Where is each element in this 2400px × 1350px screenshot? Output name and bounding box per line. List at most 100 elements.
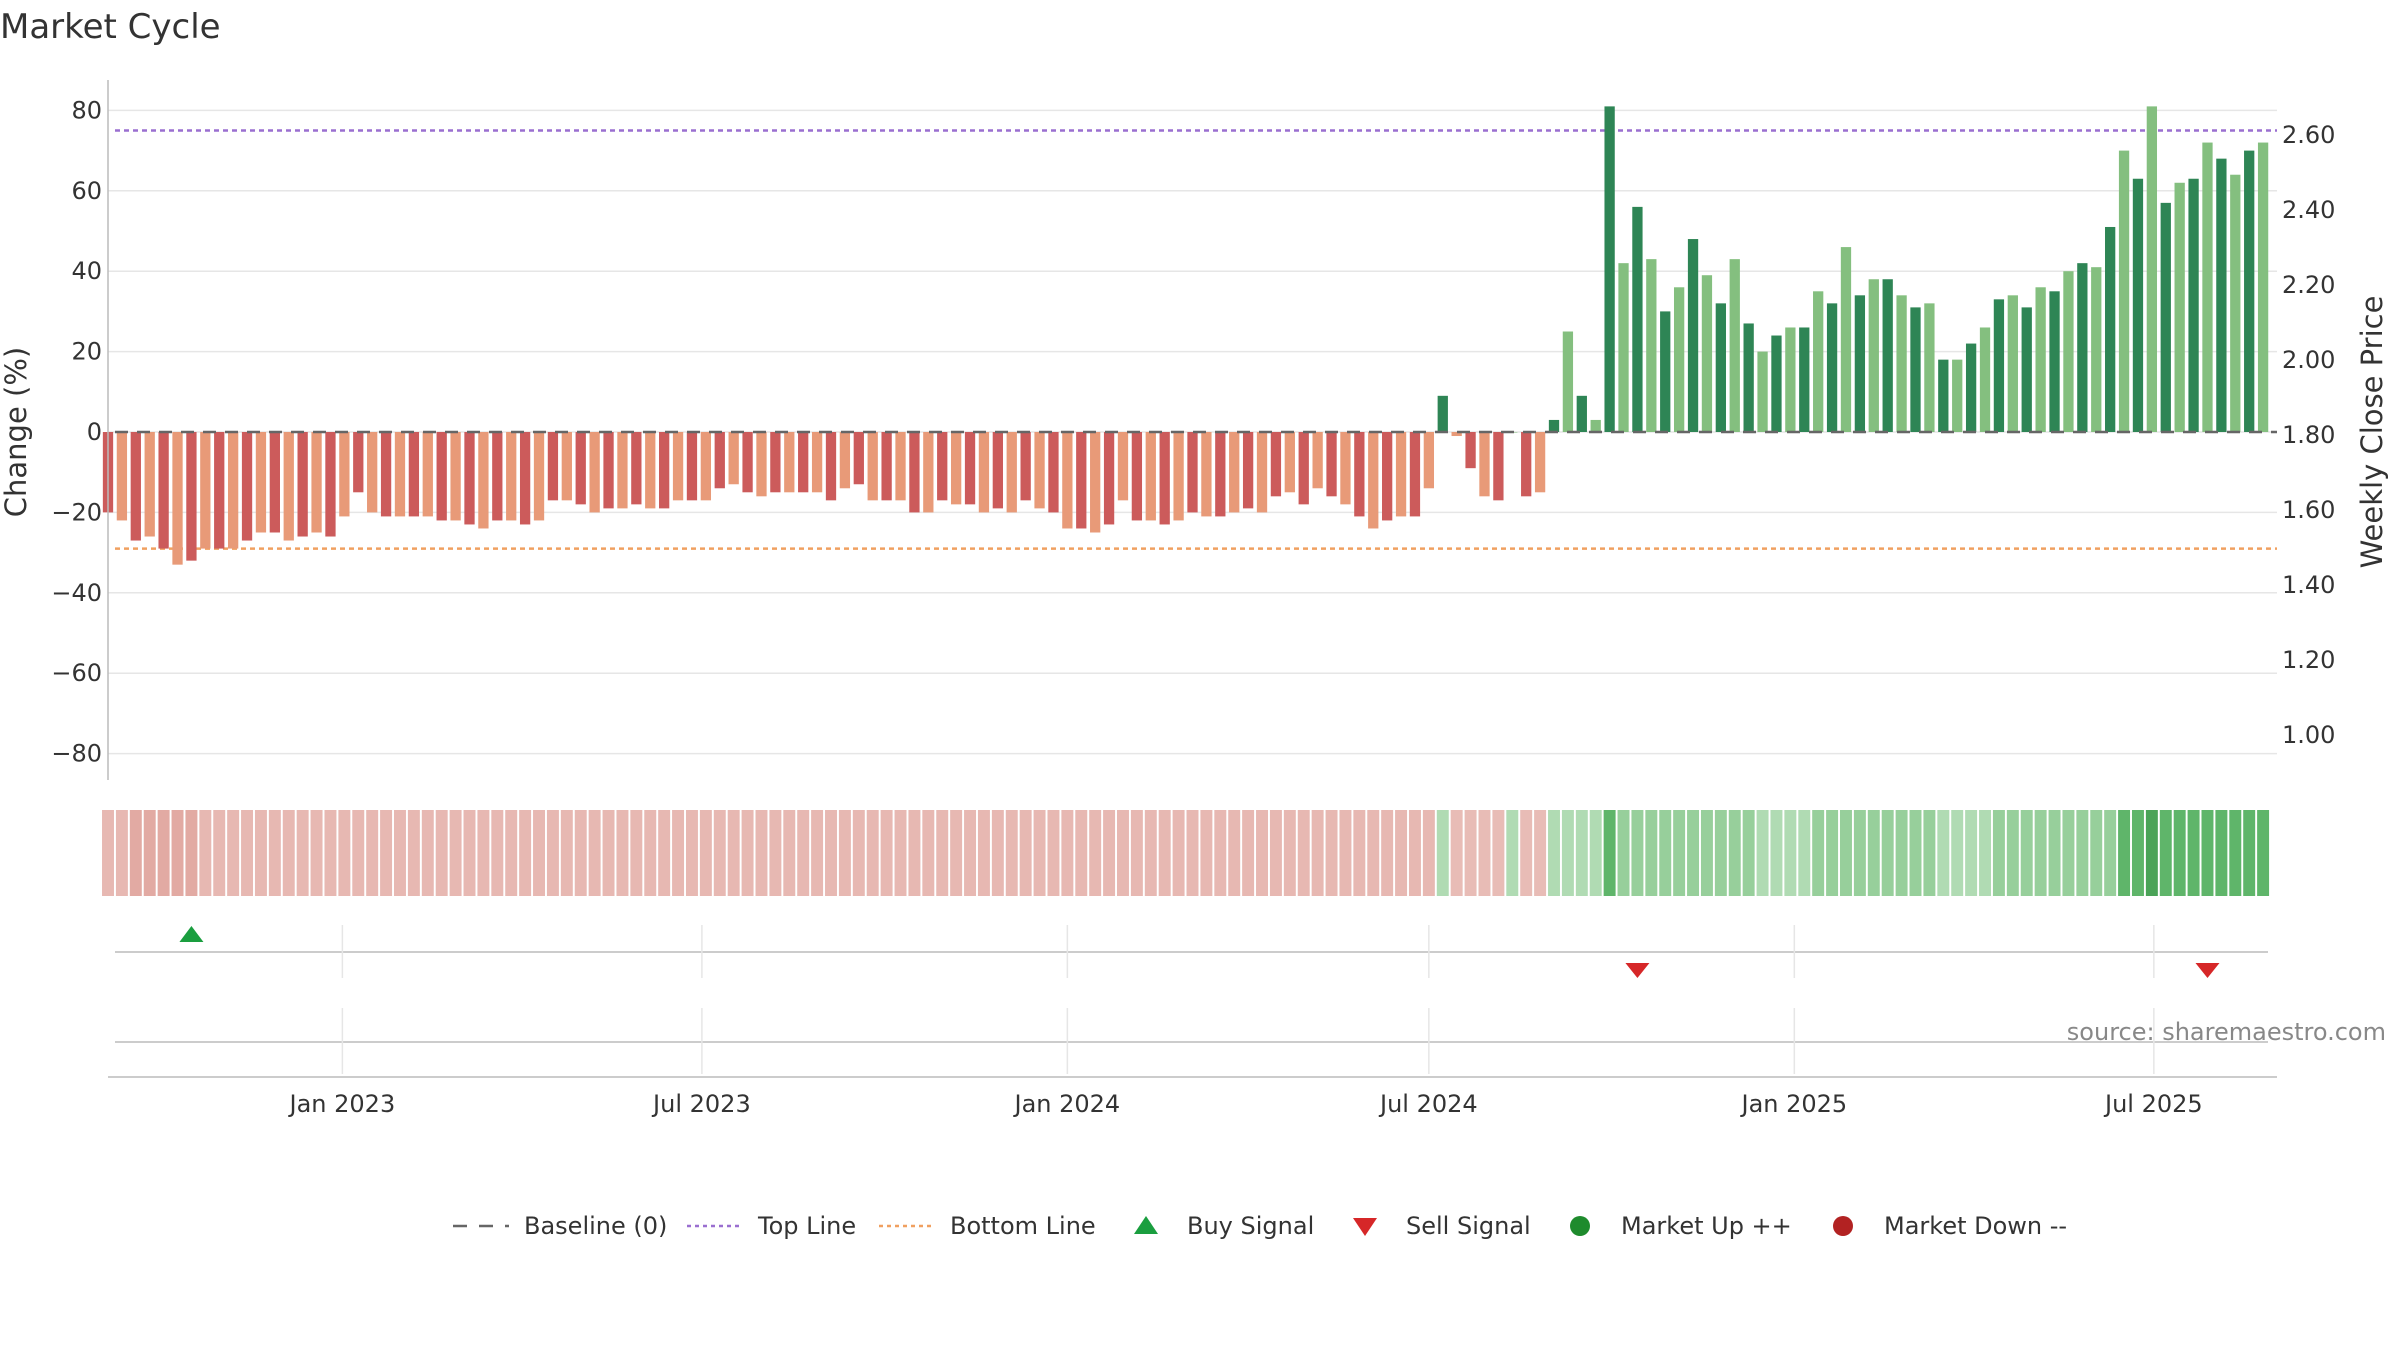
- shade-cell: [1186, 810, 1199, 896]
- change-bar: [1632, 206, 1643, 432]
- shade-cell: [491, 810, 504, 896]
- shade-cell: [588, 810, 601, 896]
- change-bar: [422, 432, 433, 517]
- change-bar: [1062, 432, 1073, 529]
- change-bar: [1187, 432, 1198, 513]
- cycle-shading-strip: [102, 810, 2270, 896]
- change-bar: [1854, 295, 1866, 432]
- shade-cell: [1089, 810, 1102, 896]
- shade-cell: [199, 810, 212, 896]
- change-bar: [1006, 432, 1017, 513]
- shade-cell: [630, 810, 643, 896]
- shade-cell: [1895, 810, 1908, 896]
- left-tick-label: 60: [71, 177, 102, 205]
- shade-cell: [1242, 810, 1255, 896]
- change-bar: [2160, 202, 2171, 432]
- shade-cell: [143, 810, 156, 896]
- shade-cell: [1019, 810, 1032, 896]
- change-bar: [1868, 279, 1879, 432]
- right-axis-label: Weekly Close Price: [2355, 296, 2389, 569]
- shade-cell: [1367, 810, 1380, 896]
- shade-cell: [894, 810, 907, 896]
- change-bar: [158, 432, 169, 549]
- change-bar: [1437, 395, 1448, 432]
- change-bar: [311, 432, 322, 533]
- left-tick-label: 40: [71, 257, 102, 285]
- change-bar: [1298, 432, 1309, 505]
- change-bar: [770, 432, 781, 493]
- change-bar: [1673, 287, 1685, 432]
- legend-label: Baseline (0): [524, 1212, 667, 1240]
- shade-cell: [1144, 810, 1157, 896]
- shade-cell: [1534, 810, 1547, 896]
- legend-label: Market Down --: [1884, 1212, 2067, 1240]
- change-bar: [853, 432, 864, 485]
- x-axis-ticks: Jan 2023 Jul 2023 Jan 2024 Jul 2024 Jan 2025…: [288, 925, 2203, 1118]
- shade-cell: [2020, 810, 2033, 896]
- change-bar: [686, 432, 698, 501]
- shade-cell: [1561, 810, 1574, 896]
- shade-cell: [1673, 810, 1686, 896]
- shade-cell: [407, 810, 420, 896]
- change-bar: [2132, 178, 2144, 432]
- right-tick-label: 2.40: [2282, 196, 2335, 224]
- change-bar: [672, 432, 684, 501]
- shade-cell: [380, 810, 393, 896]
- change-bar: [478, 432, 489, 529]
- change-bar: [2146, 106, 2158, 432]
- buy-signal-marker: [179, 926, 204, 942]
- change-bar: [2174, 182, 2185, 432]
- change-bar: [1896, 295, 1907, 432]
- shade-cell: [1033, 810, 1046, 896]
- shade-cell: [1548, 810, 1560, 896]
- shade-cell: [1408, 810, 1421, 896]
- shade-cell: [1158, 810, 1171, 896]
- change-bar: [533, 432, 545, 521]
- shade-cell: [1311, 810, 1324, 896]
- change-bar: [492, 432, 503, 521]
- change-bar: [978, 432, 990, 513]
- change-bar: [1131, 432, 1143, 521]
- shade-cell: [2243, 810, 2256, 896]
- legend-marker: [1833, 1216, 1853, 1236]
- change-bar: [1826, 303, 1838, 432]
- change-bar: [1159, 432, 1170, 525]
- shade-cell: [825, 810, 837, 896]
- change-bar: [645, 432, 656, 509]
- shade-cell: [797, 810, 810, 896]
- shade-cell: [366, 810, 379, 896]
- change-bar: [1938, 359, 1949, 432]
- change-bar: [1340, 432, 1351, 505]
- change-bar: [1173, 432, 1184, 521]
- left-tick-label: −60: [51, 659, 102, 687]
- change-bar: [1743, 323, 1754, 432]
- shade-cell: [1853, 810, 1866, 896]
- shade-cell: [755, 810, 768, 896]
- change-bar: [1882, 279, 1893, 432]
- shade-cell: [129, 810, 142, 896]
- change-bar: [992, 432, 1003, 509]
- change-bar: [2077, 263, 2088, 432]
- shade-cell: [268, 810, 281, 896]
- shade-cell: [1339, 810, 1352, 896]
- change-bar: [283, 432, 294, 541]
- shade-cell: [2173, 810, 2186, 896]
- change-bar: [1618, 263, 1629, 432]
- signal-panel: [115, 926, 2268, 978]
- shade-cell: [672, 810, 685, 896]
- change-bar: [923, 432, 934, 513]
- shade-cell: [185, 810, 198, 896]
- change-bar: [617, 432, 628, 509]
- shade-cell: [1047, 810, 1060, 896]
- change-bar: [714, 432, 725, 489]
- shade-cell: [1589, 810, 1602, 896]
- change-bar: [1354, 432, 1365, 517]
- x-tick-label: Jul 2024: [1378, 1090, 1478, 1118]
- change-bar: [2118, 150, 2130, 432]
- change-bar: [1771, 335, 1782, 432]
- shade-cell: [602, 810, 615, 896]
- shade-cell: [1923, 810, 1936, 896]
- change-bar: [450, 432, 461, 521]
- shade-cell: [1937, 810, 1950, 896]
- change-bar: [1701, 275, 1713, 432]
